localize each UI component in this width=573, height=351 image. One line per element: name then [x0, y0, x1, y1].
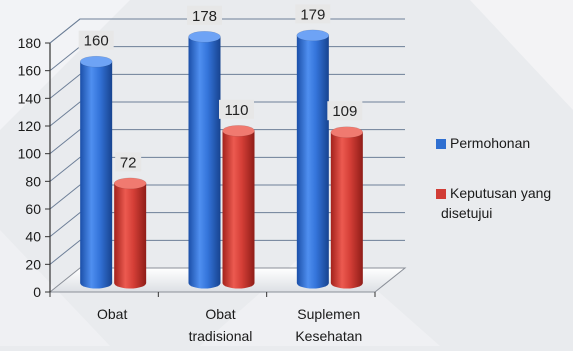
bar-permohonan	[80, 61, 113, 289]
axis-edge	[49, 18, 81, 44]
x-tick-label: Obat	[97, 306, 127, 322]
gridline	[49, 101, 405, 127]
data-label-box	[78, 30, 114, 50]
y-tick-label: 100	[18, 146, 42, 162]
bar-top-cap	[296, 29, 330, 42]
x-tick-label: Obat	[205, 306, 235, 322]
y-tick-label: 40	[25, 229, 41, 245]
bar-keputusan	[222, 130, 255, 289]
y-tick-label: 180	[18, 35, 42, 51]
chart-legend: Permohonan Keputusan yang disetujui	[436, 135, 551, 221]
legend-label: Keputusan yang	[450, 185, 551, 201]
data-label-box	[219, 99, 254, 119]
gridline	[49, 184, 405, 210]
bar-keputusan	[114, 183, 147, 289]
x-tick-label: Kesehatan	[295, 328, 362, 344]
data-label: 109	[332, 103, 357, 120]
data-label: 178	[192, 8, 217, 25]
legend-swatch	[436, 189, 446, 199]
bar-permohonan	[296, 35, 329, 289]
data-label: 72	[120, 154, 137, 171]
data-label-box	[187, 5, 222, 25]
bar-top-cap	[330, 126, 364, 138]
data-label-box	[295, 4, 331, 24]
legend-label: Permohonan	[450, 135, 530, 151]
bar-top-cap	[222, 125, 255, 137]
plot-area: 0 20 40 60 80 100 120 140 160 180 160 72 Obat 178 110 O…	[18, 4, 407, 344]
y-tick-label: 120	[18, 118, 42, 134]
y-tick-label: 80	[25, 173, 41, 189]
y-tick-label: 140	[18, 90, 42, 106]
bar-keputusan	[330, 132, 363, 289]
x-tick-label: tradisional	[189, 328, 253, 344]
legend-label: disetujui	[441, 205, 492, 221]
data-label-box	[115, 152, 142, 172]
bar-top-cap	[79, 55, 113, 68]
gridline	[49, 129, 405, 155]
data-label: 110	[225, 102, 249, 119]
x-tick-label: Suplemen	[297, 306, 360, 322]
data-label-box	[327, 101, 363, 121]
y-tick-label: 60	[25, 201, 41, 217]
bar-top-cap	[113, 177, 147, 190]
data-label: 179	[300, 6, 325, 23]
bar-permohonan	[188, 36, 221, 289]
y-tick-label: 20	[25, 256, 41, 272]
gridline	[49, 239, 405, 265]
y-tick-label: 160	[18, 63, 42, 79]
gridline	[49, 212, 405, 238]
gridline	[49, 156, 405, 182]
gridline	[49, 73, 405, 99]
legend-swatch	[436, 139, 446, 149]
data-label: 160	[84, 33, 109, 50]
bar-top-cap	[188, 31, 221, 43]
y-tick-label: 0	[33, 284, 41, 300]
